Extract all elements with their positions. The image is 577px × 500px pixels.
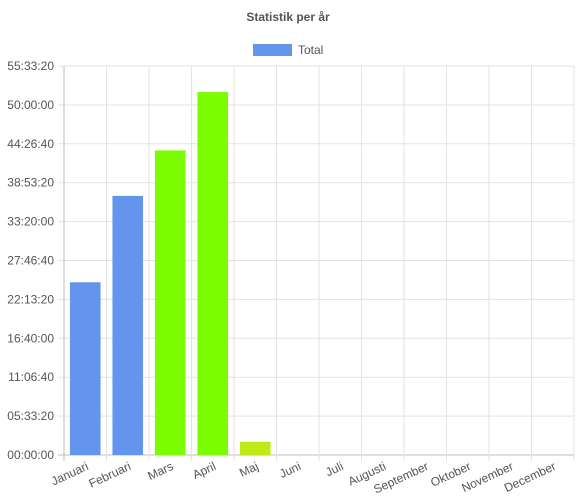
chart-title: Statistik per år [246, 10, 330, 24]
x-tick-label: Juli [323, 459, 345, 479]
x-tick-label: Maj [237, 459, 260, 480]
y-tick-label: 44:26:40 [7, 137, 54, 151]
bar-februari[interactable] [112, 195, 144, 455]
bar-april[interactable] [197, 92, 229, 456]
x-tick-label: Mars [145, 459, 175, 483]
x-tick-label: Juni [277, 459, 303, 481]
y-tick-label: 50:00:00 [7, 98, 54, 112]
legend-swatch-total[interactable] [253, 44, 292, 56]
y-axis: 00:00:00 05:33:20 11:06:40 16:40:00 22:13:20… [7, 59, 54, 462]
bars [69, 92, 271, 456]
y-tick-label: 55:33:20 [7, 59, 54, 73]
y-tick-label: 38:53:20 [7, 176, 54, 190]
legend[interactable]: Total [253, 43, 323, 57]
y-tick-label: 00:00:00 [7, 448, 54, 462]
x-tick-label: Januari [49, 459, 91, 488]
grid-lines [58, 65, 575, 461]
y-tick-label: 05:33:20 [7, 409, 54, 423]
bar-maj[interactable] [239, 441, 271, 455]
y-tick-label: 27:46:40 [7, 254, 54, 268]
bar-januari[interactable] [69, 282, 101, 455]
x-tick-label: Februari [87, 459, 133, 491]
y-tick-label: 16:40:00 [7, 331, 54, 345]
x-tick-label: April [190, 459, 218, 482]
y-tick-label: 22:13:20 [7, 292, 54, 306]
legend-label-total[interactable]: Total [298, 43, 323, 57]
y-tick-label: 11:06:40 [8, 370, 54, 384]
bar-mars[interactable] [154, 150, 186, 455]
y-tick-label: 33:20:00 [7, 215, 54, 229]
